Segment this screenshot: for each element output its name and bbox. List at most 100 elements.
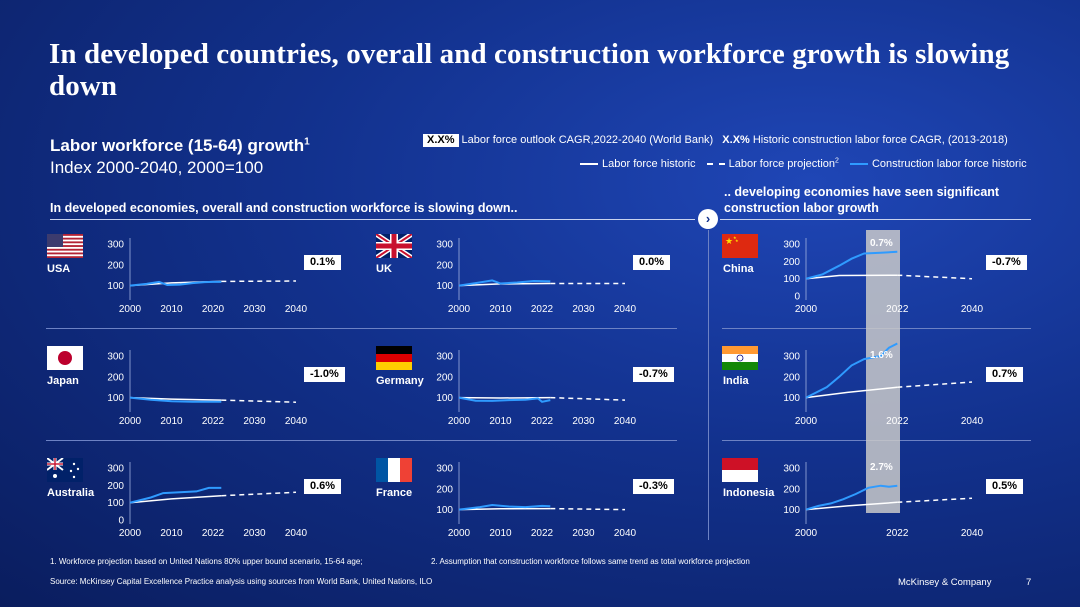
- x-tick-label: 2022: [886, 416, 909, 427]
- y-tick-label: 300: [436, 352, 453, 363]
- cagr-badge: 0.6%: [304, 479, 342, 494]
- legend-projection: Labor force projection2: [706, 157, 839, 170]
- solid-line-icon: [580, 162, 598, 165]
- x-tick-label: 2022: [202, 528, 225, 539]
- chart-subtitle: Labor workforce (15-64) growth1: [50, 136, 310, 155]
- x-tick-label: 2030: [572, 528, 595, 539]
- x-tick-label: 2000: [119, 528, 142, 539]
- index-note: Index 2000-2040, 2000=100: [50, 158, 264, 177]
- x-tick-label: 2000: [795, 304, 818, 315]
- legend-tags: X.X% Labor force outlook CAGR,2022-2040 (…: [423, 134, 1008, 147]
- construction-line: [458, 396, 551, 403]
- y-tick-label: 300: [783, 240, 800, 251]
- y-tick-label: 100: [107, 498, 124, 509]
- legend-bold-label: Historic construction labor force CAGR, …: [752, 134, 1008, 146]
- x-tick-label: 2040: [285, 416, 308, 427]
- cagr-badge: 0.1%: [304, 255, 342, 270]
- x-tick-label: 2040: [961, 528, 984, 539]
- construction-line: [805, 250, 898, 280]
- y-tick-label: 200: [107, 481, 124, 492]
- x-tick-label: 2022: [531, 304, 554, 315]
- y-tick-label: 300: [783, 352, 800, 363]
- x-tick-label: 2000: [795, 416, 818, 427]
- highlight-band: [866, 230, 900, 513]
- y-tick-label: 300: [107, 240, 124, 251]
- source-note: Source: McKinsey Capital Excellence Prac…: [50, 577, 433, 586]
- germany-flag: [376, 346, 412, 370]
- x-tick-label: 2040: [614, 416, 637, 427]
- section-header-developed: In developed economies, overall and cons…: [50, 201, 518, 215]
- x-tick-label: 2010: [489, 528, 512, 539]
- historic-cagr-label: 0.7%: [870, 238, 893, 249]
- y-tick-label: 200: [783, 257, 800, 268]
- us-flag: [47, 234, 83, 259]
- construction-line: [458, 279, 551, 287]
- country-label: USA: [47, 263, 71, 275]
- cagr-badge: 0.7%: [986, 367, 1024, 382]
- x-tick-label: 2030: [243, 528, 266, 539]
- page-title: In developed countries, overall and cons…: [49, 38, 1010, 102]
- divider: [720, 219, 1031, 220]
- x-tick-label: 2000: [119, 416, 142, 427]
- x-tick-label: 2022: [531, 528, 554, 539]
- y-tick-label: 300: [436, 240, 453, 251]
- labor-projection-line: [897, 274, 973, 280]
- x-tick-label: 2000: [448, 528, 471, 539]
- country-label: Australia: [47, 487, 95, 499]
- x-tick-label: 2000: [448, 304, 471, 315]
- x-tick-label: 2040: [285, 304, 308, 315]
- country-label: Germany: [376, 375, 424, 387]
- y-tick-label: 300: [107, 352, 124, 363]
- cagr-badge: -1.0%: [304, 367, 345, 382]
- construction-line: [458, 503, 551, 511]
- legend-construction: Construction labor force historic: [849, 158, 1027, 170]
- y-tick-label: 300: [436, 464, 453, 475]
- y-tick-label: 300: [783, 464, 800, 475]
- divider: [708, 230, 709, 540]
- y-tick-label: 200: [436, 260, 453, 271]
- blue-line-icon: [849, 162, 868, 165]
- x-tick-label: 2010: [160, 304, 183, 315]
- divider: [46, 440, 677, 441]
- x-tick-label: 2022: [886, 528, 909, 539]
- construction-line: [129, 280, 222, 287]
- y-tick-label: 100: [107, 281, 124, 292]
- construction-line: [129, 486, 222, 504]
- legend-box-label: Labor force outlook CAGR,2022-2040 (Worl…: [461, 134, 714, 146]
- labor-historic-line: [129, 494, 222, 504]
- historic-cagr-label: 2.7%: [870, 462, 893, 473]
- svg-text:★: ★: [733, 235, 737, 240]
- y-tick-label: 200: [107, 260, 124, 271]
- labor-projection-line: [221, 491, 297, 497]
- cagr-badge: -0.7%: [986, 255, 1027, 270]
- chevron-right-icon: ›: [698, 209, 718, 229]
- india-flag: [722, 346, 758, 370]
- x-tick-label: 2010: [160, 416, 183, 427]
- x-tick-label: 2000: [795, 528, 818, 539]
- divider: [46, 328, 677, 329]
- australia-flag: [46, 457, 83, 482]
- y-tick-label: 300: [107, 464, 124, 475]
- uk-flag: [374, 231, 414, 261]
- legend-lines: Labor force historic Labor force project…: [580, 157, 1035, 170]
- historic-cagr-label: 1.6%: [870, 350, 893, 361]
- japan-flag: [47, 346, 83, 370]
- country-label: Indonesia: [723, 487, 775, 499]
- y-tick-label: 200: [436, 372, 453, 383]
- labor-projection-line: [550, 507, 626, 511]
- y-tick-label: 200: [436, 484, 453, 495]
- country-label: China: [723, 263, 754, 275]
- legend-historic: Labor force historic: [580, 158, 696, 170]
- y-tick-label: 100: [436, 281, 453, 292]
- x-tick-label: 2022: [202, 416, 225, 427]
- x-tick-label: 2022: [886, 304, 909, 315]
- cagr-badge: -0.3%: [633, 479, 674, 494]
- country-label: India: [723, 375, 749, 387]
- y-tick-label: 100: [783, 274, 800, 285]
- x-tick-label: 2020: [202, 304, 225, 315]
- labor-projection-line: [897, 381, 973, 388]
